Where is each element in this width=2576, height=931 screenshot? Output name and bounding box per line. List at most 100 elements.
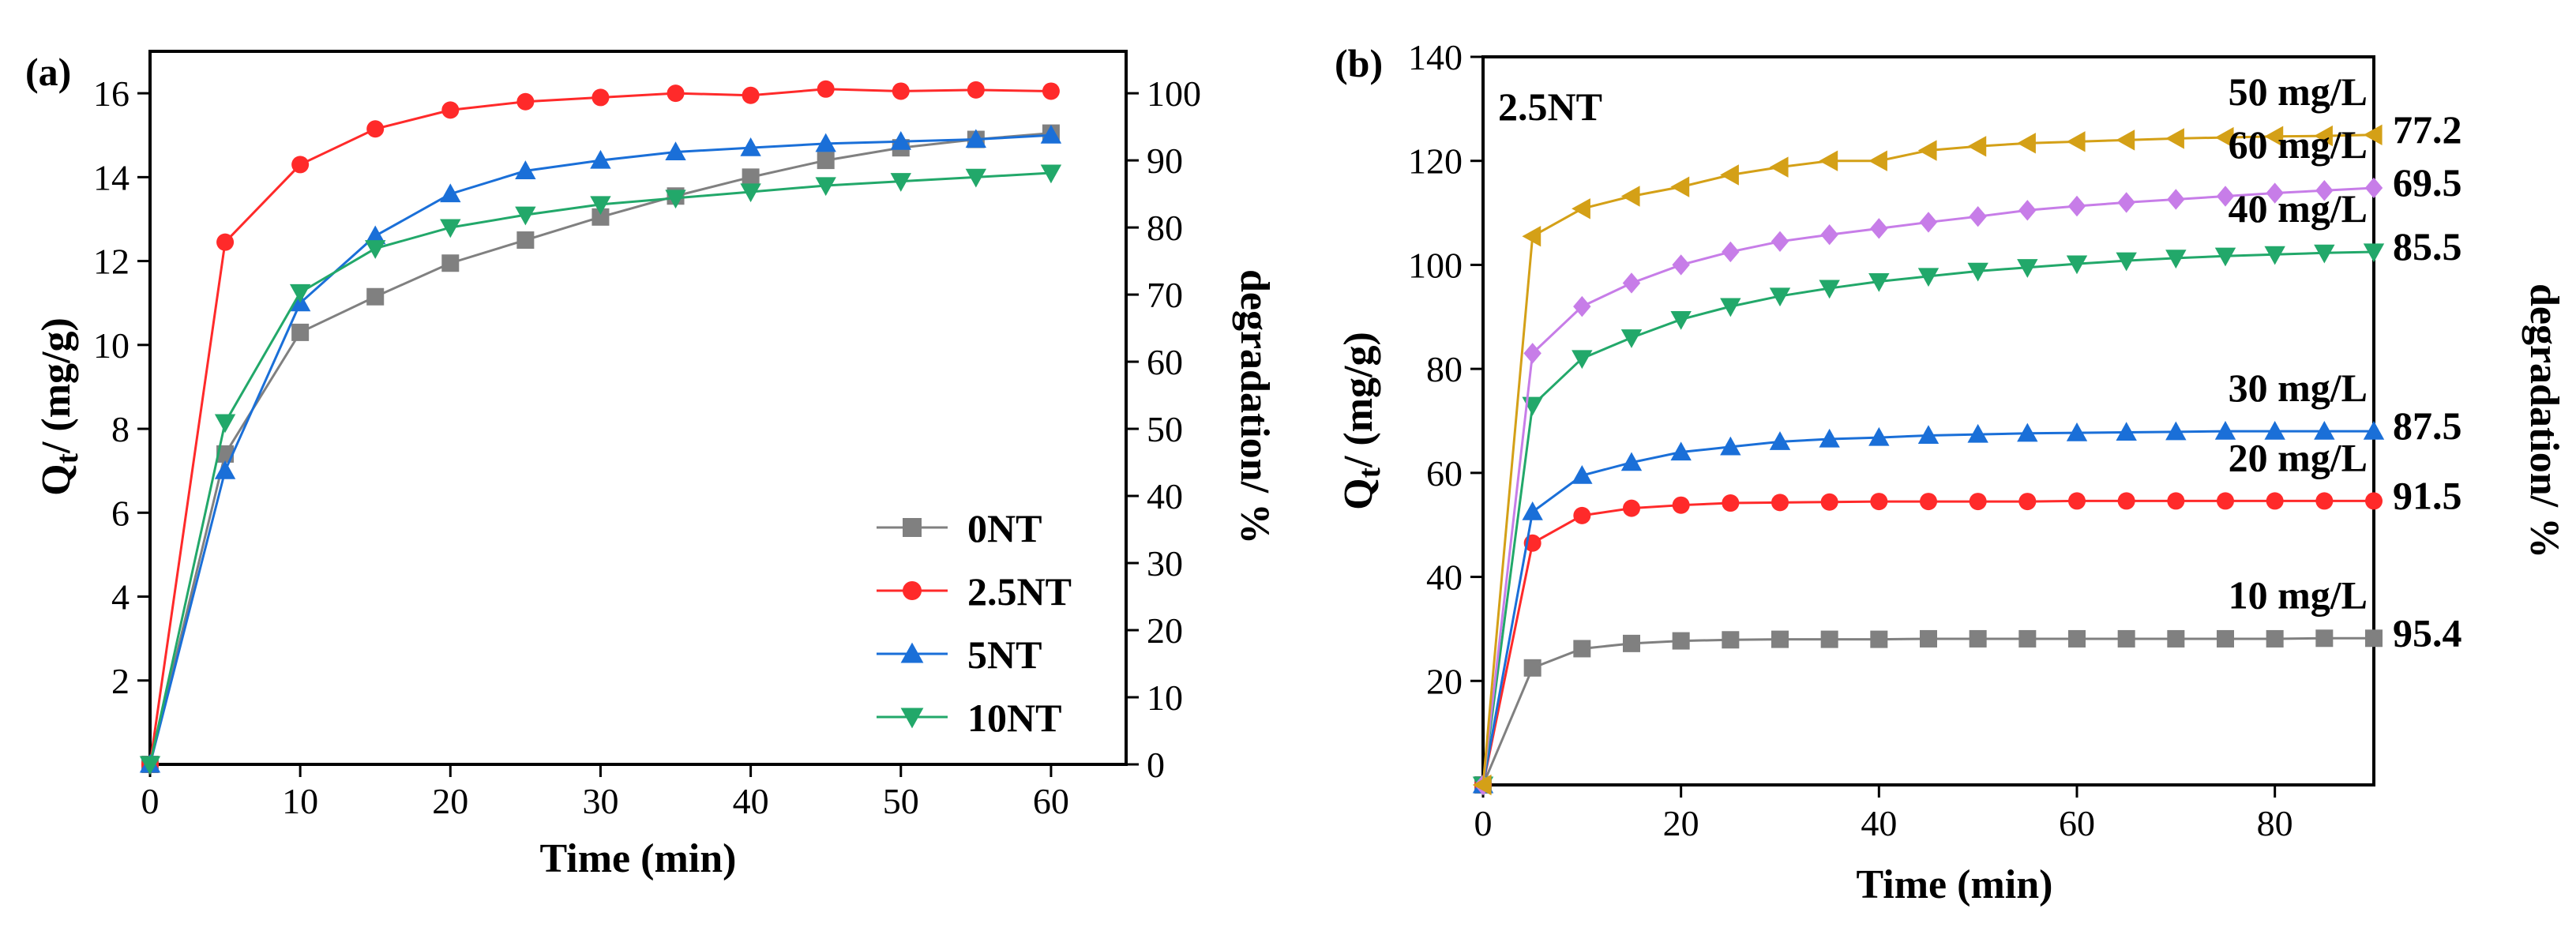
data-point <box>2214 420 2236 440</box>
data-point <box>1622 272 1641 294</box>
series-label: 60 mg/L <box>2229 122 2368 167</box>
data-point <box>2017 133 2036 154</box>
data-point <box>139 756 161 775</box>
data-point <box>965 129 987 148</box>
data-point <box>1820 630 1838 648</box>
y-right-tick-label: 70 <box>1147 275 1183 315</box>
data-point <box>1722 494 1740 512</box>
data-point <box>2314 420 2335 440</box>
chart-a-frame <box>148 50 1128 766</box>
chart-a-y-axis-label: Qt/ (mg/g) <box>34 317 84 496</box>
data-point <box>1572 464 1593 484</box>
data-point <box>2365 629 2383 648</box>
data-point <box>1820 224 1838 246</box>
chart-b-x-axis: 0 20 40 60 80 <box>1474 785 2293 843</box>
data-point <box>1969 493 1987 511</box>
y-right-tick-label: 40 <box>1147 476 1183 516</box>
data-point <box>1522 501 1543 520</box>
data-point <box>1040 164 1062 184</box>
data-point <box>591 208 610 226</box>
data-point <box>2117 629 2135 648</box>
data-point <box>2364 177 2383 199</box>
data-point <box>892 82 910 100</box>
data-point <box>1969 205 1987 227</box>
data-point <box>1573 506 1591 524</box>
y-tick-label: 140 <box>1408 37 1463 77</box>
series-label: 30 mg/L <box>2229 366 2368 410</box>
data-point <box>1870 630 1888 648</box>
data-point <box>2068 629 2086 648</box>
data-point <box>1040 125 1062 144</box>
series-line <box>148 132 1052 765</box>
x-tick-label: 50 <box>883 781 919 821</box>
data-point <box>515 206 536 226</box>
data-point <box>2167 189 2185 210</box>
chart-b-series-labels: 10 mg/L 95.4 20 mg/L 91.5 30 mg/L 87.5 40 mg/L… <box>2229 69 2462 655</box>
data-point <box>2017 259 2038 278</box>
series-10 mg/L <box>1474 629 2383 794</box>
data-point <box>216 233 235 251</box>
data-point <box>1672 254 1690 276</box>
degradation-label: 77.2 <box>2393 107 2462 152</box>
y-right-tick-label: 90 <box>1147 141 1183 181</box>
data-point <box>815 177 836 197</box>
series-label: 40 mg/L <box>2229 186 2368 231</box>
data-point <box>365 225 386 245</box>
data-point <box>1623 499 1640 517</box>
data-point <box>1969 629 1987 648</box>
chart-a-legend: 0NT 2.5NT 5NT 10NT <box>877 506 1072 740</box>
data-point <box>2315 492 2334 510</box>
series-2.5NT <box>141 80 1060 773</box>
y-tick-label: 80 <box>1426 349 1463 389</box>
data-point <box>2165 421 2187 441</box>
data-point <box>740 137 761 156</box>
chart-a-right-axis-label: degradation/ % <box>1232 269 1277 544</box>
degradation-label: 91.5 <box>2393 473 2462 517</box>
series-50 mg/L <box>1472 124 2383 796</box>
data-point <box>1769 431 1791 450</box>
data-point <box>1620 452 1643 471</box>
data-point <box>2018 493 2037 511</box>
data-point <box>2363 124 2383 145</box>
data-point <box>1917 268 1940 287</box>
y-right-tick-label: 30 <box>1147 543 1183 584</box>
data-point <box>2067 195 2086 217</box>
y-tick-label: 4 <box>111 577 130 618</box>
data-point <box>516 92 535 111</box>
chart-a-left-axis: 2 4 6 8 10 12 14 16 <box>93 73 150 701</box>
chart-b-series <box>1472 124 2385 796</box>
y-right-tick-label: 10 <box>1147 678 1183 718</box>
data-point <box>1919 212 1938 233</box>
data-point <box>2165 250 2187 269</box>
data-point <box>590 196 611 216</box>
data-point <box>2066 255 2088 275</box>
data-point <box>1769 156 1789 178</box>
chart-b-inset-label: 2.5NT <box>1498 84 1602 129</box>
data-point <box>2165 128 2184 149</box>
data-point <box>1623 634 1640 652</box>
data-point <box>1967 262 1988 282</box>
data-point <box>1920 629 1937 648</box>
data-point <box>2264 126 2284 147</box>
x-tick-label: 30 <box>582 781 618 821</box>
data-point <box>2068 492 2086 510</box>
data-point <box>2117 192 2135 213</box>
data-point <box>1620 186 1640 207</box>
chart-b-y-axis-label: Qt/ (mg/g) <box>1336 332 1387 510</box>
data-point <box>1722 241 1740 263</box>
data-point <box>1870 218 1888 239</box>
series-line <box>148 133 1052 765</box>
data-point <box>2066 131 2086 152</box>
data-point <box>967 81 985 99</box>
data-point <box>516 231 535 250</box>
data-point <box>817 152 835 170</box>
data-point <box>817 80 835 98</box>
data-point <box>2314 125 2333 147</box>
legend-label: 5NT <box>967 633 1042 677</box>
data-point <box>289 283 311 303</box>
x-tick-label: 80 <box>2257 803 2293 843</box>
series-line <box>148 88 1051 765</box>
data-point <box>2363 420 2385 440</box>
data-point <box>1620 329 1643 348</box>
data-point <box>1672 632 1690 650</box>
